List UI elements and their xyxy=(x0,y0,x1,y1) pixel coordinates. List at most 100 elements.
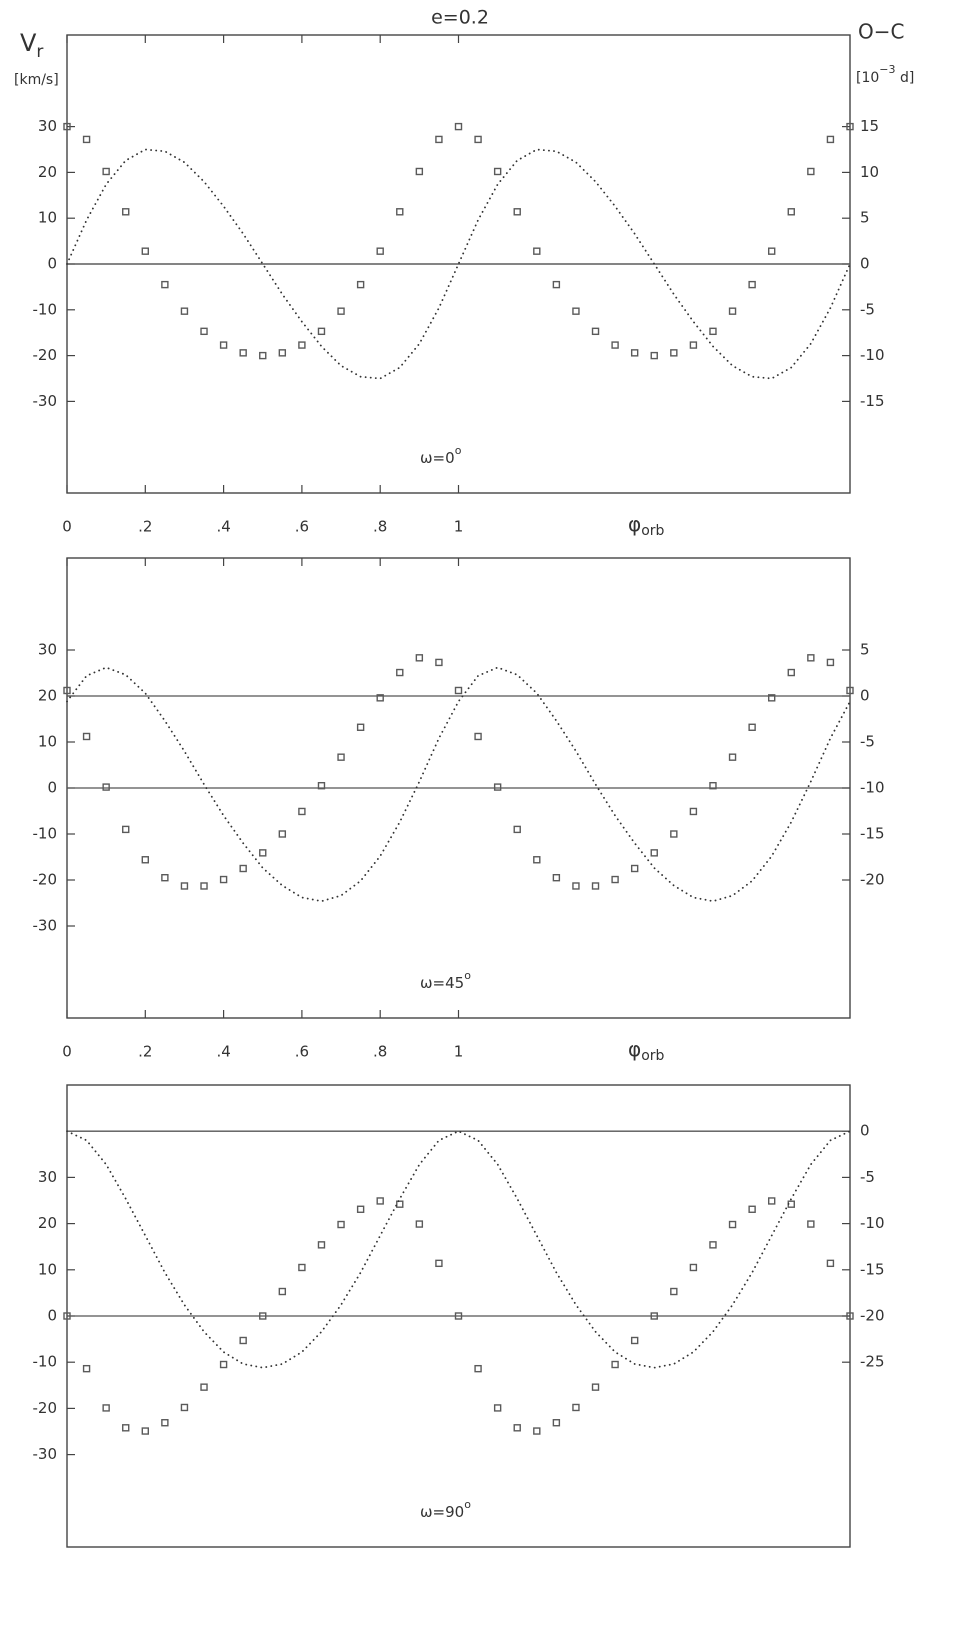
y2-tick-label: 0 xyxy=(860,687,870,705)
rv-point xyxy=(670,830,678,838)
x-label-main: φ xyxy=(628,1037,641,1061)
rv-point xyxy=(102,167,110,176)
rv-point xyxy=(317,782,326,790)
rv-point xyxy=(748,723,756,731)
rv-point xyxy=(141,856,150,864)
rv-point xyxy=(748,280,756,289)
rv-point xyxy=(298,1263,306,1272)
rv-point xyxy=(180,1403,189,1412)
y2-units-base: [10 xyxy=(856,70,879,86)
rv-point xyxy=(807,1220,815,1228)
rv-point xyxy=(533,1427,541,1435)
omega-annotation: ω=90o xyxy=(420,1498,471,1521)
x-tick-label: .6 xyxy=(295,1043,309,1061)
rv-point xyxy=(846,686,854,695)
rv-point xyxy=(630,864,639,873)
y-axis-label: Vr xyxy=(20,29,43,62)
rv-point xyxy=(533,247,541,255)
rv-point xyxy=(768,1197,776,1205)
x-axis-label: φorb xyxy=(628,512,665,540)
y-tick-label: 20 xyxy=(38,687,57,705)
rv-point xyxy=(376,694,384,702)
rv-point xyxy=(161,1419,169,1427)
rv-point xyxy=(356,723,365,731)
x-label-sub: orb xyxy=(641,523,664,539)
y-tick-label: -30 xyxy=(33,392,58,410)
rv-point xyxy=(768,247,776,255)
y-tick-label: -20 xyxy=(33,1399,58,1417)
rv-point xyxy=(180,882,189,890)
rv-point xyxy=(396,1200,404,1208)
rv-point xyxy=(630,1336,639,1345)
x-tick-label: .4 xyxy=(216,1043,230,1061)
rv-point xyxy=(376,1197,384,1205)
rv-point xyxy=(161,874,169,882)
rv-point xyxy=(219,875,228,884)
y2-axis-label: O−C xyxy=(858,20,904,44)
rv-point xyxy=(493,1404,502,1412)
x-label-main: φ xyxy=(628,512,641,536)
rv-point xyxy=(63,122,71,131)
rv-point xyxy=(337,1220,345,1229)
rv-point xyxy=(650,1312,658,1320)
y2-tick-label: 5 xyxy=(860,641,870,659)
oc-curve xyxy=(66,1130,851,1369)
rv-point xyxy=(611,875,619,884)
y2-tick-label: 15 xyxy=(860,117,879,135)
rv-point xyxy=(122,1424,130,1432)
oc-curve xyxy=(66,666,851,903)
rv-point xyxy=(591,327,600,336)
rv-point xyxy=(278,1287,287,1296)
rv-point xyxy=(689,1263,698,1272)
rv-point xyxy=(807,654,815,662)
y2-tick-label: -10 xyxy=(860,1214,885,1232)
y2-tick-label: -15 xyxy=(860,825,885,843)
rv-point xyxy=(689,341,698,349)
rv-point xyxy=(787,668,795,677)
rv-point xyxy=(63,1312,71,1320)
rv-point xyxy=(513,208,521,216)
chart-title: e=0.2 xyxy=(431,7,489,29)
rv-point xyxy=(200,882,208,890)
y-tick-label: 0 xyxy=(47,1307,57,1325)
rv-point xyxy=(748,1205,756,1213)
rv-point xyxy=(82,135,91,144)
rv-point xyxy=(670,349,678,357)
x-axis-label: φorb xyxy=(628,1037,665,1065)
x-tick-label: .2 xyxy=(138,518,152,536)
rv-point xyxy=(122,208,130,216)
y-tick-label: 30 xyxy=(38,1168,57,1186)
x-tick-label: .4 xyxy=(216,518,230,536)
rv-point xyxy=(768,694,776,702)
rv-point xyxy=(709,782,717,790)
rv-point xyxy=(611,1360,619,1369)
y-tick-label: 20 xyxy=(38,1214,57,1232)
x-label-sub: orb xyxy=(641,1048,664,1064)
y2-tick-label: 0 xyxy=(860,255,870,273)
annotation-main: ω=0 xyxy=(420,449,455,467)
rv-point xyxy=(572,1403,580,1412)
rv-point xyxy=(533,856,541,864)
x-tick-label: .2 xyxy=(138,1043,152,1061)
rv-point xyxy=(82,732,91,741)
rv-point xyxy=(454,1312,463,1320)
rv-point xyxy=(435,658,443,667)
y-tick-label: -10 xyxy=(33,1353,58,1371)
rv-point xyxy=(650,849,658,857)
rv-point xyxy=(122,825,130,834)
x-tick-label: .8 xyxy=(373,1043,387,1061)
y-tick-label: -10 xyxy=(33,300,58,318)
rv-point xyxy=(219,341,228,349)
y-tick-label: 30 xyxy=(38,117,57,135)
rv-point xyxy=(278,349,287,357)
rv-point xyxy=(337,753,345,761)
rv-point xyxy=(493,783,502,791)
rv-point xyxy=(278,830,287,838)
rv-point xyxy=(552,280,561,289)
rv-point xyxy=(728,307,737,315)
rv-point xyxy=(493,167,502,176)
rv-point xyxy=(709,327,717,336)
rv-point xyxy=(239,349,247,357)
rv-point xyxy=(552,1419,561,1427)
y2-tick-label: -25 xyxy=(860,1353,885,1371)
